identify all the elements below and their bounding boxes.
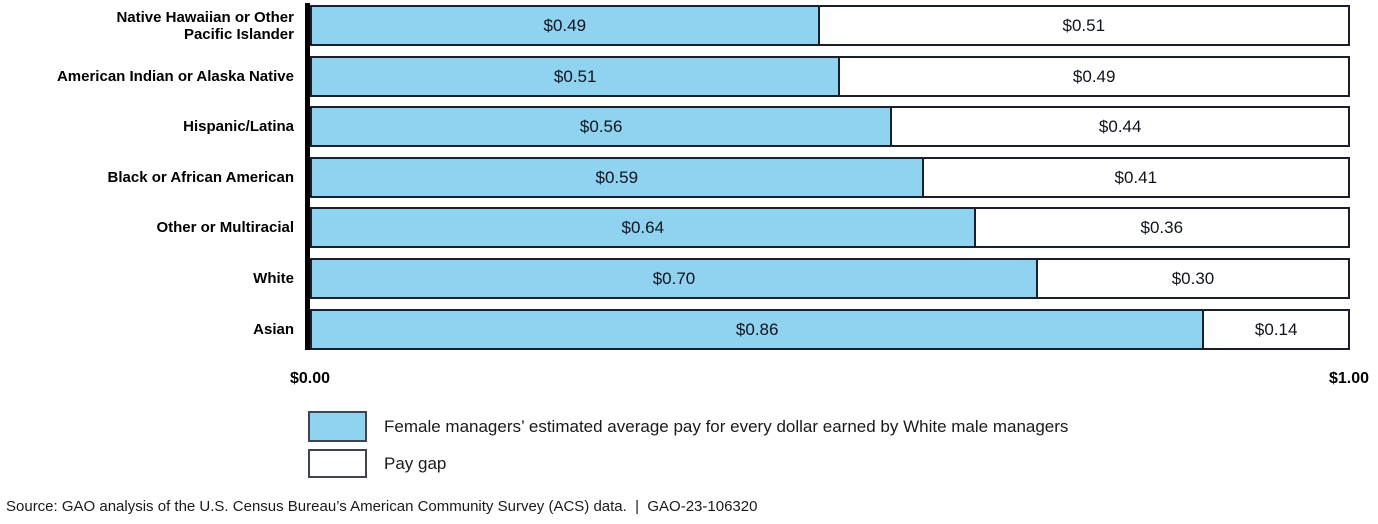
category-label: Native Hawaiian or Other Pacific Islande… <box>116 8 294 43</box>
bar-row: Black or African American $0.59 $0.41 <box>0 157 1378 198</box>
bar-row: Hispanic/Latina $0.56 $0.44 <box>0 106 1378 147</box>
gap-segment: $0.36 <box>975 207 1350 248</box>
stacked-bar: $0.59 $0.41 <box>310 157 1350 198</box>
gap-segment: $0.44 <box>892 106 1350 147</box>
pay-segment: $0.70 <box>310 258 1038 299</box>
stacked-bar: $0.51 $0.49 <box>310 56 1350 97</box>
bar-row: White $0.70 $0.30 <box>0 258 1378 299</box>
gap-segment: $0.51 <box>819 5 1350 46</box>
stacked-bar: $0.49 $0.51 <box>310 5 1350 46</box>
stacked-bar: $0.70 $0.30 <box>310 258 1350 299</box>
pay-segment: $0.51 <box>310 56 841 97</box>
bar-row: American Indian or Alaska Native $0.51 $0.… <box>0 56 1378 97</box>
stacked-bar: $0.56 $0.44 <box>310 106 1350 147</box>
source-note: Source: GAO analysis of the U.S. Census … <box>6 498 758 515</box>
legend-label-pay-gap: Pay gap <box>384 453 447 473</box>
pay-segment: $0.56 <box>310 106 893 147</box>
x-tick-min: $0.00 <box>289 370 331 387</box>
gap-segment: $0.41 <box>923 157 1350 198</box>
gap-segment: $0.14 <box>1204 309 1350 350</box>
category-label: Hispanic/Latina <box>183 118 294 135</box>
category-label: Asian <box>253 321 294 338</box>
bar-row: Other or Multiracial $0.64 $0.36 <box>0 207 1378 248</box>
pay-segment: $0.59 <box>310 157 924 198</box>
y-axis-line <box>305 3 310 350</box>
legend-blue-swatch-icon <box>308 411 367 442</box>
bar-row: Native Hawaiian or Other Pacific Islande… <box>0 5 1378 46</box>
legend-white-swatch-icon <box>308 449 367 478</box>
x-tick-max: $1.00 <box>1328 370 1370 387</box>
pay-segment: $0.86 <box>310 309 1205 350</box>
gap-segment: $0.30 <box>1038 258 1350 299</box>
legend-item-pay-gap: Pay gap <box>308 449 1068 478</box>
legend: Female managers’ estimated average pay f… <box>308 411 1068 485</box>
category-label: American Indian or Alaska Native <box>56 68 294 85</box>
pay-segment: $0.49 <box>310 5 820 46</box>
stacked-bar: $0.86 $0.14 <box>310 309 1350 350</box>
gap-segment: $0.49 <box>840 56 1350 97</box>
stacked-bar: $0.64 $0.36 <box>310 207 1350 248</box>
legend-label-female-pay: Female managers’ estimated average pay f… <box>384 416 1069 436</box>
pay-segment: $0.64 <box>310 207 976 248</box>
category-label: Other or Multiracial <box>156 219 294 236</box>
legend-item-female-pay: Female managers’ estimated average pay f… <box>308 411 1068 442</box>
bar-row: Asian $0.86 $0.14 <box>0 309 1378 350</box>
category-label: White <box>253 270 294 287</box>
category-label: Black or African American <box>107 169 294 186</box>
